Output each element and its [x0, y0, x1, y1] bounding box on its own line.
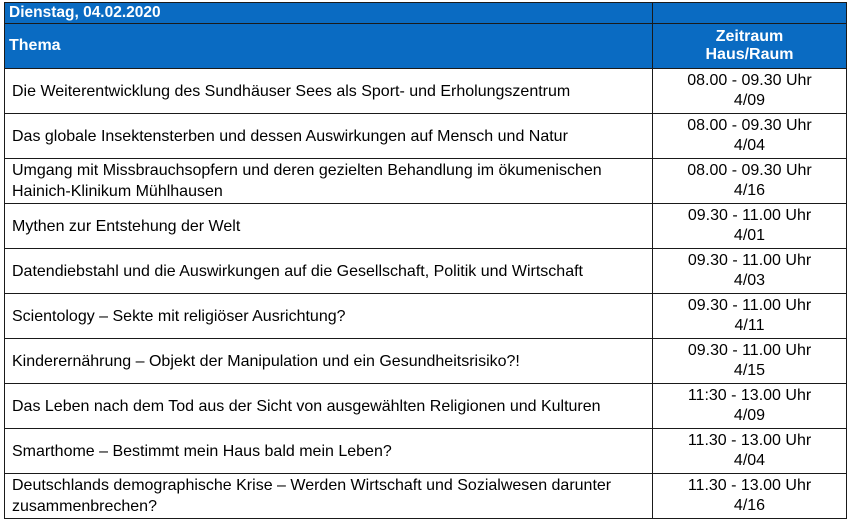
topic-cell: Scientology – Sekte mit religiöser Ausri… [4, 293, 653, 339]
table-row: Das Leben nach dem Tod aus der Sicht von… [4, 383, 847, 429]
table-row: Das globale Insektensterben und dessen A… [4, 113, 847, 159]
time-room-cell: 11.30 - 13.00 Uhr 4/04 [652, 428, 847, 474]
time-room-cell: 09.30 - 11.00 Uhr 4/01 [652, 203, 847, 249]
time-value: 09.30 - 11.00 Uhr [687, 297, 812, 314]
room-value: 4/09 [733, 92, 766, 109]
topic-cell: Die Weiterentwicklung des Sundhäuser See… [4, 68, 653, 114]
topic-cell: Das globale Insektensterben und dessen A… [4, 113, 653, 159]
time-value: 09.30 - 11.00 Uhr [687, 252, 812, 269]
table-row: Kinderernährung – Objekt der Manipulatio… [4, 338, 847, 384]
room-value: 4/04 [733, 452, 766, 469]
date-header-row: Dienstag, 04.02.2020 [4, 2, 847, 24]
time-room-cell: 08.00 - 09.30 Uhr 4/04 [652, 113, 847, 159]
time-column-label: Zeitraum [715, 28, 784, 45]
table-row: Scientology – Sekte mit religiöser Ausri… [4, 293, 847, 339]
time-room-cell: 09.30 - 11.00 Uhr 4/15 [652, 338, 847, 384]
time-room-cell: 09.30 - 11.00 Uhr 4/03 [652, 248, 847, 294]
time-room-cell: 11.30 - 13.00 Uhr 4/16 [652, 473, 847, 519]
topic-cell: Kinderernährung – Objekt der Manipulatio… [4, 338, 653, 384]
time-value: 08.00 - 09.30 Uhr [687, 72, 812, 89]
topic-cell: Das Leben nach dem Tod aus der Sicht von… [4, 383, 653, 429]
time-value: 08.00 - 09.30 Uhr [687, 117, 812, 134]
room-column-label: Haus/Raum [705, 46, 794, 63]
time-room-cell: 11:30 - 13.00 Uhr 4/09 [652, 383, 847, 429]
time-value: 09.30 - 11.00 Uhr [687, 342, 812, 359]
room-value: 4/09 [733, 407, 766, 424]
table-row: Mythen zur Entstehung der Welt 09.30 - 11… [4, 203, 847, 249]
table-row: Umgang mit Missbrauchsopfern und deren g… [4, 158, 847, 204]
table-row: Deutschlands demographische Krise – Werd… [4, 473, 847, 519]
room-value: 4/01 [733, 227, 766, 244]
column-header-row: Thema Zeitraum Haus/Raum [4, 23, 847, 69]
table-row: Datendiebstahl und die Auswirkungen auf … [4, 248, 847, 294]
date-heading: Dienstag, 04.02.2020 [4, 2, 653, 24]
date-header-empty-cell [652, 2, 847, 24]
topic-cell: Deutschlands demographische Krise – Werd… [4, 473, 653, 519]
time-room-column-header: Zeitraum Haus/Raum [652, 23, 847, 69]
room-value: 4/15 [733, 362, 766, 379]
topic-cell: Umgang mit Missbrauchsopfern und deren g… [4, 158, 653, 204]
table-row: Die Weiterentwicklung des Sundhäuser See… [4, 68, 847, 114]
topic-cell: Smarthome – Bestimmt mein Haus bald mein… [4, 428, 653, 474]
time-room-cell: 08.00 - 09.30 Uhr 4/16 [652, 158, 847, 204]
table-row: Smarthome – Bestimmt mein Haus bald mein… [4, 428, 847, 474]
room-value: 4/11 [734, 317, 765, 334]
room-value: 4/03 [733, 272, 766, 289]
time-room-cell: 09.30 - 11.00 Uhr 4/11 [652, 293, 847, 339]
time-value: 11.30 - 13.00 Uhr [687, 477, 812, 494]
time-room-cell: 08.00 - 09.30 Uhr 4/09 [652, 68, 847, 114]
time-value: 11:30 - 13.00 Uhr [687, 387, 812, 404]
topic-cell: Datendiebstahl und die Auswirkungen auf … [4, 248, 653, 294]
room-value: 4/04 [733, 137, 766, 154]
topic-cell: Mythen zur Entstehung der Welt [4, 203, 653, 249]
schedule-table: Dienstag, 04.02.2020 Thema Zeitraum Haus… [4, 2, 847, 519]
time-value: 08.00 - 09.30 Uhr [687, 162, 812, 179]
time-value: 09.30 - 11.00 Uhr [687, 207, 812, 224]
room-value: 4/16 [733, 182, 766, 199]
time-value: 11.30 - 13.00 Uhr [687, 432, 812, 449]
room-value: 4/16 [733, 497, 766, 514]
topic-column-header: Thema [4, 23, 653, 69]
